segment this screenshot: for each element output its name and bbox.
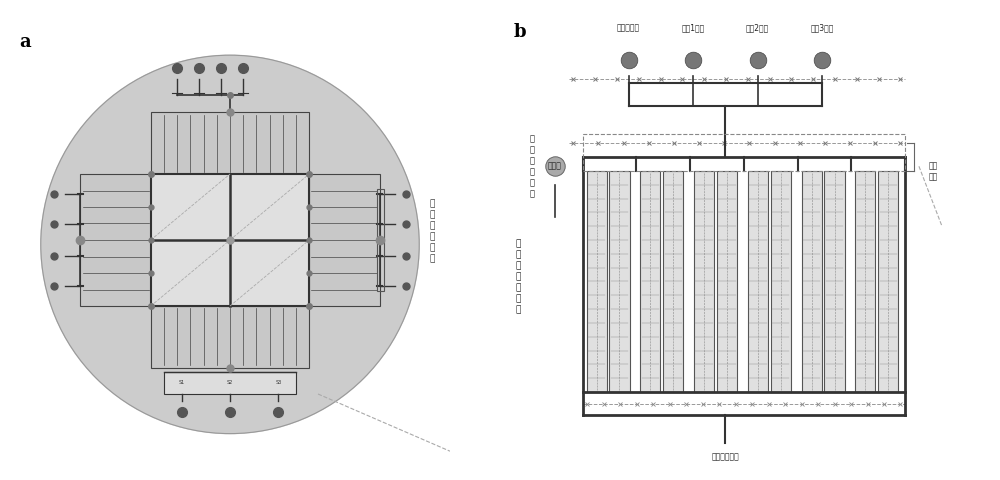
Bar xyxy=(377,190,384,290)
Text: S1: S1 xyxy=(178,381,185,385)
Bar xyxy=(878,171,898,392)
Bar xyxy=(694,171,714,392)
Text: 组
合
生
成
单
元: 组 合 生 成 单 元 xyxy=(529,134,534,199)
Bar xyxy=(587,171,607,392)
Text: 培养基入口: 培养基入口 xyxy=(617,24,640,33)
Bar xyxy=(151,112,309,174)
Bar xyxy=(855,171,875,392)
Text: 微阀
结构: 微阀 结构 xyxy=(928,162,937,181)
Bar xyxy=(802,171,822,392)
Bar xyxy=(717,171,737,392)
Bar xyxy=(80,174,151,306)
Bar xyxy=(824,171,845,392)
Text: 不
同
药
物
浓
度
或: 不 同 药 物 浓 度 或 xyxy=(515,239,521,315)
Text: S3: S3 xyxy=(275,381,282,385)
Text: 药物3入口: 药物3入口 xyxy=(810,24,834,33)
Text: 组
合
生
成
单
元: 组 合 生 成 单 元 xyxy=(430,199,435,264)
Text: S2: S2 xyxy=(227,381,233,385)
Text: 药物1入口: 药物1入口 xyxy=(682,24,705,33)
Bar xyxy=(640,171,660,392)
Text: b: b xyxy=(513,24,526,41)
Bar xyxy=(164,372,296,394)
Text: a: a xyxy=(19,33,30,51)
Bar xyxy=(151,306,309,368)
Text: 细胞接种通路: 细胞接种通路 xyxy=(712,452,739,461)
Bar xyxy=(748,171,768,392)
Bar xyxy=(771,171,791,392)
Text: 药物2入口: 药物2入口 xyxy=(746,24,769,33)
Circle shape xyxy=(41,55,419,433)
Bar xyxy=(663,171,683,392)
Bar xyxy=(151,174,309,306)
Bar xyxy=(609,171,630,392)
Bar xyxy=(583,134,905,171)
Text: 废液池: 废液池 xyxy=(548,162,562,171)
Bar xyxy=(309,174,380,306)
